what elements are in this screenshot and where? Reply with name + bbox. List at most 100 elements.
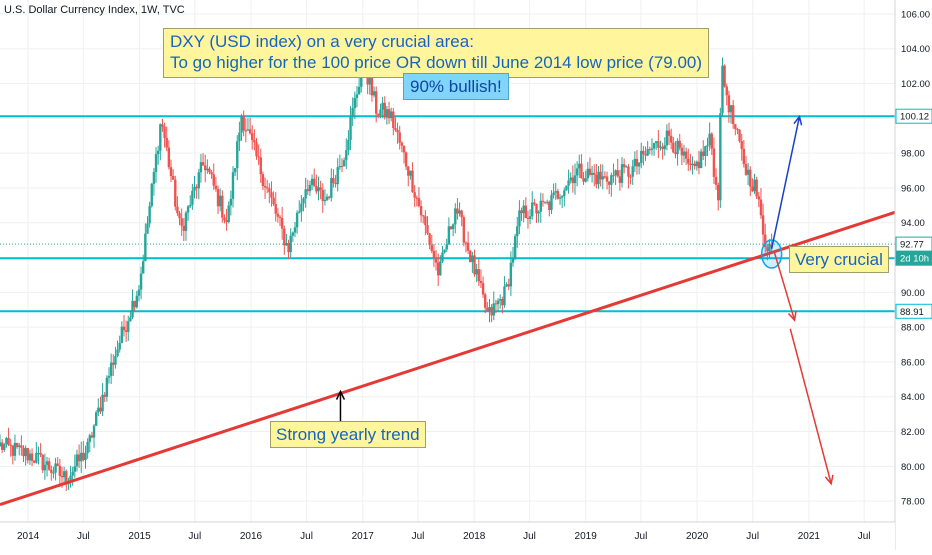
candle-body — [682, 151, 686, 156]
time-tick-label: Jul — [858, 531, 871, 542]
candle-body — [218, 195, 222, 207]
candle-body — [552, 192, 555, 196]
candle-body — [131, 300, 134, 318]
price-tick-label: 84.00 — [901, 392, 925, 403]
candle-body — [657, 141, 660, 148]
arrowhead-trend-pointer — [335, 389, 346, 400]
candle-body — [73, 466, 77, 472]
candle-body — [287, 243, 290, 253]
candle-body — [13, 442, 17, 456]
candle-body — [50, 469, 53, 473]
candle-body — [663, 145, 666, 150]
candle-body — [719, 113, 722, 201]
candle-body — [584, 178, 587, 182]
candle-body — [616, 170, 619, 177]
candles — [0, 46, 773, 491]
candle-body — [575, 168, 579, 176]
candle-body — [231, 172, 235, 199]
candle-body — [43, 464, 47, 471]
time-axis: 2014 Jul 2015 Jul 2016 Jul 2017 Jul 2018 Jul 2019 J… — [0, 521, 895, 550]
candle-body — [374, 91, 378, 114]
candle-body — [253, 140, 256, 143]
candle-body — [156, 150, 160, 155]
candle-body — [389, 111, 393, 119]
candle-body — [118, 342, 121, 350]
candle-body — [304, 189, 307, 199]
candle-body — [434, 258, 438, 263]
candle-body — [618, 176, 622, 183]
candle-body — [120, 326, 124, 343]
candle-body — [751, 186, 754, 192]
candle-body — [319, 187, 322, 190]
level-price-label: 100.12 — [900, 112, 929, 123]
candle-body — [554, 191, 557, 193]
candle-body — [633, 158, 637, 167]
candle-body — [221, 195, 224, 218]
candle-body — [56, 463, 59, 466]
candle-body — [524, 205, 528, 219]
candle-body — [691, 163, 694, 166]
candle-body — [223, 217, 226, 221]
price-tick-label: 78.00 — [901, 497, 925, 508]
candle-body — [169, 167, 173, 176]
candle-body — [26, 448, 29, 461]
candle-body — [90, 435, 94, 438]
candle-body — [263, 186, 267, 188]
price-tick-label: 86.00 — [901, 357, 925, 368]
candle-body — [77, 454, 81, 462]
candle-body — [458, 210, 461, 214]
candle-body — [563, 190, 566, 197]
candle-body — [723, 65, 726, 87]
candle-body — [620, 164, 624, 183]
price-tick-label: 102.00 — [901, 79, 930, 90]
candle-body — [317, 187, 320, 192]
price-tick-label: 94.00 — [901, 218, 925, 229]
candle-body — [377, 113, 380, 116]
candle-body — [629, 176, 632, 178]
candle-body — [35, 453, 38, 463]
candle-body — [41, 454, 44, 471]
candle-body — [39, 452, 42, 455]
candle-body — [567, 180, 570, 186]
candle-body — [47, 461, 51, 470]
candle-body — [605, 176, 609, 182]
candle-body — [513, 236, 517, 259]
candle-body — [124, 330, 128, 332]
candle-body — [148, 206, 151, 224]
candle-body — [456, 208, 459, 214]
candle-body — [366, 72, 369, 85]
candle-body — [721, 65, 724, 114]
candle-body — [244, 130, 248, 132]
candle-body — [746, 169, 750, 175]
candle-body — [560, 196, 564, 198]
candle-body — [637, 162, 641, 167]
candle-body — [332, 178, 335, 184]
price-tick-label: 82.00 — [901, 427, 925, 438]
price-tick-label: 104.00 — [901, 44, 930, 55]
candle-body — [625, 166, 628, 168]
time-tick-label: 2018 — [463, 531, 486, 542]
candle-body — [759, 199, 763, 216]
candle-body — [238, 132, 241, 142]
candle-body — [163, 126, 166, 138]
candle-body — [127, 321, 130, 332]
candle-body — [526, 218, 530, 220]
candle-body — [648, 149, 651, 151]
time-tick-label: 2019 — [575, 531, 598, 542]
candle-body — [32, 460, 36, 463]
candle-body — [569, 177, 572, 181]
price-tick-label: 106.00 — [901, 9, 930, 20]
candle-body — [650, 148, 654, 150]
candle-body — [610, 175, 613, 185]
candle-body — [144, 233, 147, 262]
candle-body — [449, 226, 453, 230]
candle-body — [242, 116, 245, 131]
candle-body — [80, 452, 83, 462]
candle-body — [761, 215, 765, 235]
candle-body — [178, 213, 181, 219]
candle-body — [712, 148, 716, 177]
candle-body — [7, 438, 10, 445]
candle-body — [5, 438, 8, 445]
candle-body — [265, 187, 269, 189]
